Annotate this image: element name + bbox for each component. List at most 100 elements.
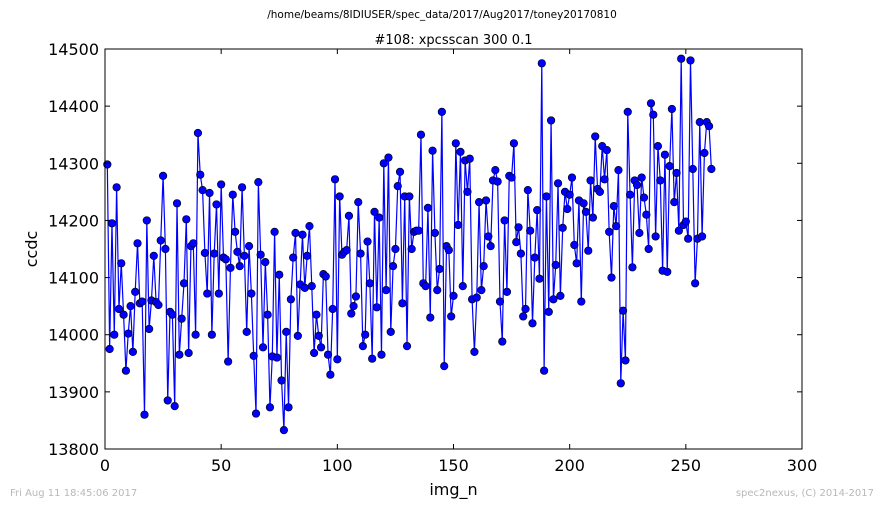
data-point [623, 107, 632, 116]
data-point [312, 310, 321, 319]
data-point [558, 223, 567, 232]
figure-supertitle: /home/beams/8IDIUSER/spec_data/2017/Aug2… [267, 9, 617, 21]
data-point [191, 330, 200, 339]
data-point [656, 176, 665, 185]
data-point [614, 166, 623, 175]
data-point [449, 291, 458, 300]
data-point [618, 306, 628, 315]
data-point [479, 262, 488, 271]
data-point [407, 244, 416, 254]
data-point [591, 132, 600, 141]
data-point [405, 192, 414, 201]
data-point [314, 331, 323, 340]
data-point [149, 251, 158, 260]
data-point [249, 351, 258, 360]
data-point [681, 217, 690, 226]
data-point [128, 347, 137, 356]
data-point [551, 260, 560, 270]
data-point [481, 196, 491, 205]
data-point [256, 250, 265, 259]
data-point [279, 426, 289, 435]
data-point [298, 230, 307, 239]
data-point [247, 289, 256, 298]
data-point [579, 199, 588, 208]
data-point [384, 153, 393, 162]
data-point [595, 187, 604, 196]
data-point [258, 343, 268, 352]
data-point [646, 99, 656, 108]
data-point [635, 228, 644, 238]
data-point [533, 206, 542, 215]
data-point [398, 299, 407, 308]
data-point [110, 330, 119, 339]
data-point [231, 227, 240, 236]
data-point [140, 410, 149, 419]
y-tick-label: 14300 [48, 154, 99, 173]
data-point [697, 232, 707, 241]
data-point [228, 190, 237, 199]
data-point [649, 110, 658, 119]
data-point [612, 222, 621, 231]
data-point [546, 116, 556, 125]
x-tick-label: 150 [438, 456, 469, 475]
data-point [182, 215, 191, 224]
data-point [402, 342, 412, 351]
data-point [323, 350, 333, 359]
data-point [307, 282, 316, 291]
data-point [616, 379, 625, 388]
data-point [677, 54, 686, 63]
data-point [156, 236, 165, 245]
data-point [670, 198, 679, 207]
data-point [639, 193, 649, 202]
data-point [651, 232, 660, 241]
data-point [563, 204, 572, 214]
data-point [474, 198, 484, 207]
data-point [240, 251, 249, 260]
data-point [556, 291, 565, 300]
data-point [530, 253, 539, 262]
data-point [602, 146, 611, 155]
data-point [444, 246, 453, 255]
data-point [586, 176, 595, 185]
data-point [126, 302, 135, 311]
data-point [447, 312, 456, 321]
data-point [112, 183, 121, 192]
data-point [528, 319, 537, 328]
data-point [349, 302, 358, 311]
data-point [133, 239, 142, 248]
data-point [700, 148, 709, 158]
data-point [414, 226, 423, 235]
data-point [300, 283, 309, 292]
data-point [275, 270, 284, 279]
data-point [142, 216, 151, 225]
data-point [221, 255, 230, 264]
data-point [565, 190, 574, 199]
data-point [289, 253, 298, 262]
data-point [663, 267, 672, 276]
data-point [368, 354, 377, 363]
data-point [484, 232, 493, 241]
x-tick-label: 200 [554, 456, 585, 475]
data-point [179, 279, 189, 288]
data-point [168, 310, 177, 319]
data-point [570, 240, 579, 250]
y-tick-label: 14200 [48, 211, 99, 230]
data-point [519, 312, 528, 321]
data-point [486, 242, 495, 251]
plot-frame [104, 48, 803, 450]
data-point [572, 259, 581, 268]
data-point [354, 198, 363, 207]
y-tick-label: 14400 [48, 97, 99, 116]
data-point [305, 222, 314, 231]
data-point [660, 150, 670, 159]
data-point [567, 173, 577, 182]
data-point [491, 166, 500, 175]
data-point [577, 297, 586, 306]
data-point [440, 362, 449, 371]
footer-credit: spec2nexus, (C) 2014-2017 [735, 488, 874, 499]
data-point [196, 170, 205, 179]
data-point [121, 366, 131, 375]
data-point [388, 262, 398, 271]
data-point [684, 234, 693, 243]
data-point [198, 186, 207, 195]
